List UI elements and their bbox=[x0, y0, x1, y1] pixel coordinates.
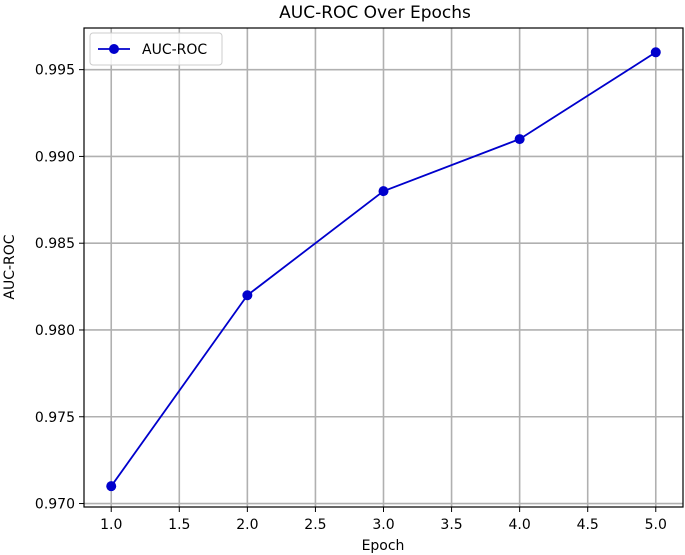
x-tick-label: 1.5 bbox=[168, 517, 190, 533]
y-tick-label: 0.970 bbox=[35, 497, 75, 513]
data-point bbox=[514, 134, 525, 145]
x-tick-label: 4.0 bbox=[509, 517, 531, 533]
grid bbox=[84, 28, 683, 507]
x-tick-label: 5.0 bbox=[645, 517, 667, 533]
x-tick-label: 3.5 bbox=[440, 517, 462, 533]
x-tick-label: 1.0 bbox=[100, 517, 122, 533]
y-tick-label: 0.990 bbox=[35, 149, 75, 165]
x-ticks: 1.0 1.5 2.0 2.5 3.0 3.5 4.0 4.5 5.0 bbox=[100, 507, 667, 533]
data-point bbox=[378, 186, 389, 197]
data-point bbox=[242, 290, 253, 301]
legend: AUC-ROC bbox=[89, 32, 223, 66]
y-tick-label: 0.995 bbox=[35, 63, 75, 79]
chart-title: AUC-ROC Over Epochs bbox=[279, 3, 471, 23]
y-tick-label: 0.980 bbox=[35, 323, 75, 339]
legend-label: AUC-ROC bbox=[142, 42, 207, 58]
x-tick-label: 2.5 bbox=[304, 517, 326, 533]
legend-box bbox=[89, 32, 223, 66]
legend-marker bbox=[109, 44, 119, 54]
data-point bbox=[650, 47, 661, 58]
y-tick-label: 0.975 bbox=[35, 410, 75, 426]
x-tick-label: 4.5 bbox=[577, 517, 599, 533]
x-tick-label: 2.0 bbox=[236, 517, 258, 533]
y-tick-label: 0.985 bbox=[35, 236, 75, 252]
data-point bbox=[106, 481, 117, 492]
y-axis-label: AUC-ROC bbox=[2, 234, 18, 299]
series-layer bbox=[106, 47, 661, 492]
x-tick-label: 3.0 bbox=[372, 517, 394, 533]
y-ticks: 0.970 0.975 0.980 0.985 0.990 0.995 bbox=[35, 63, 84, 513]
x-axis-label: Epoch bbox=[362, 538, 405, 554]
